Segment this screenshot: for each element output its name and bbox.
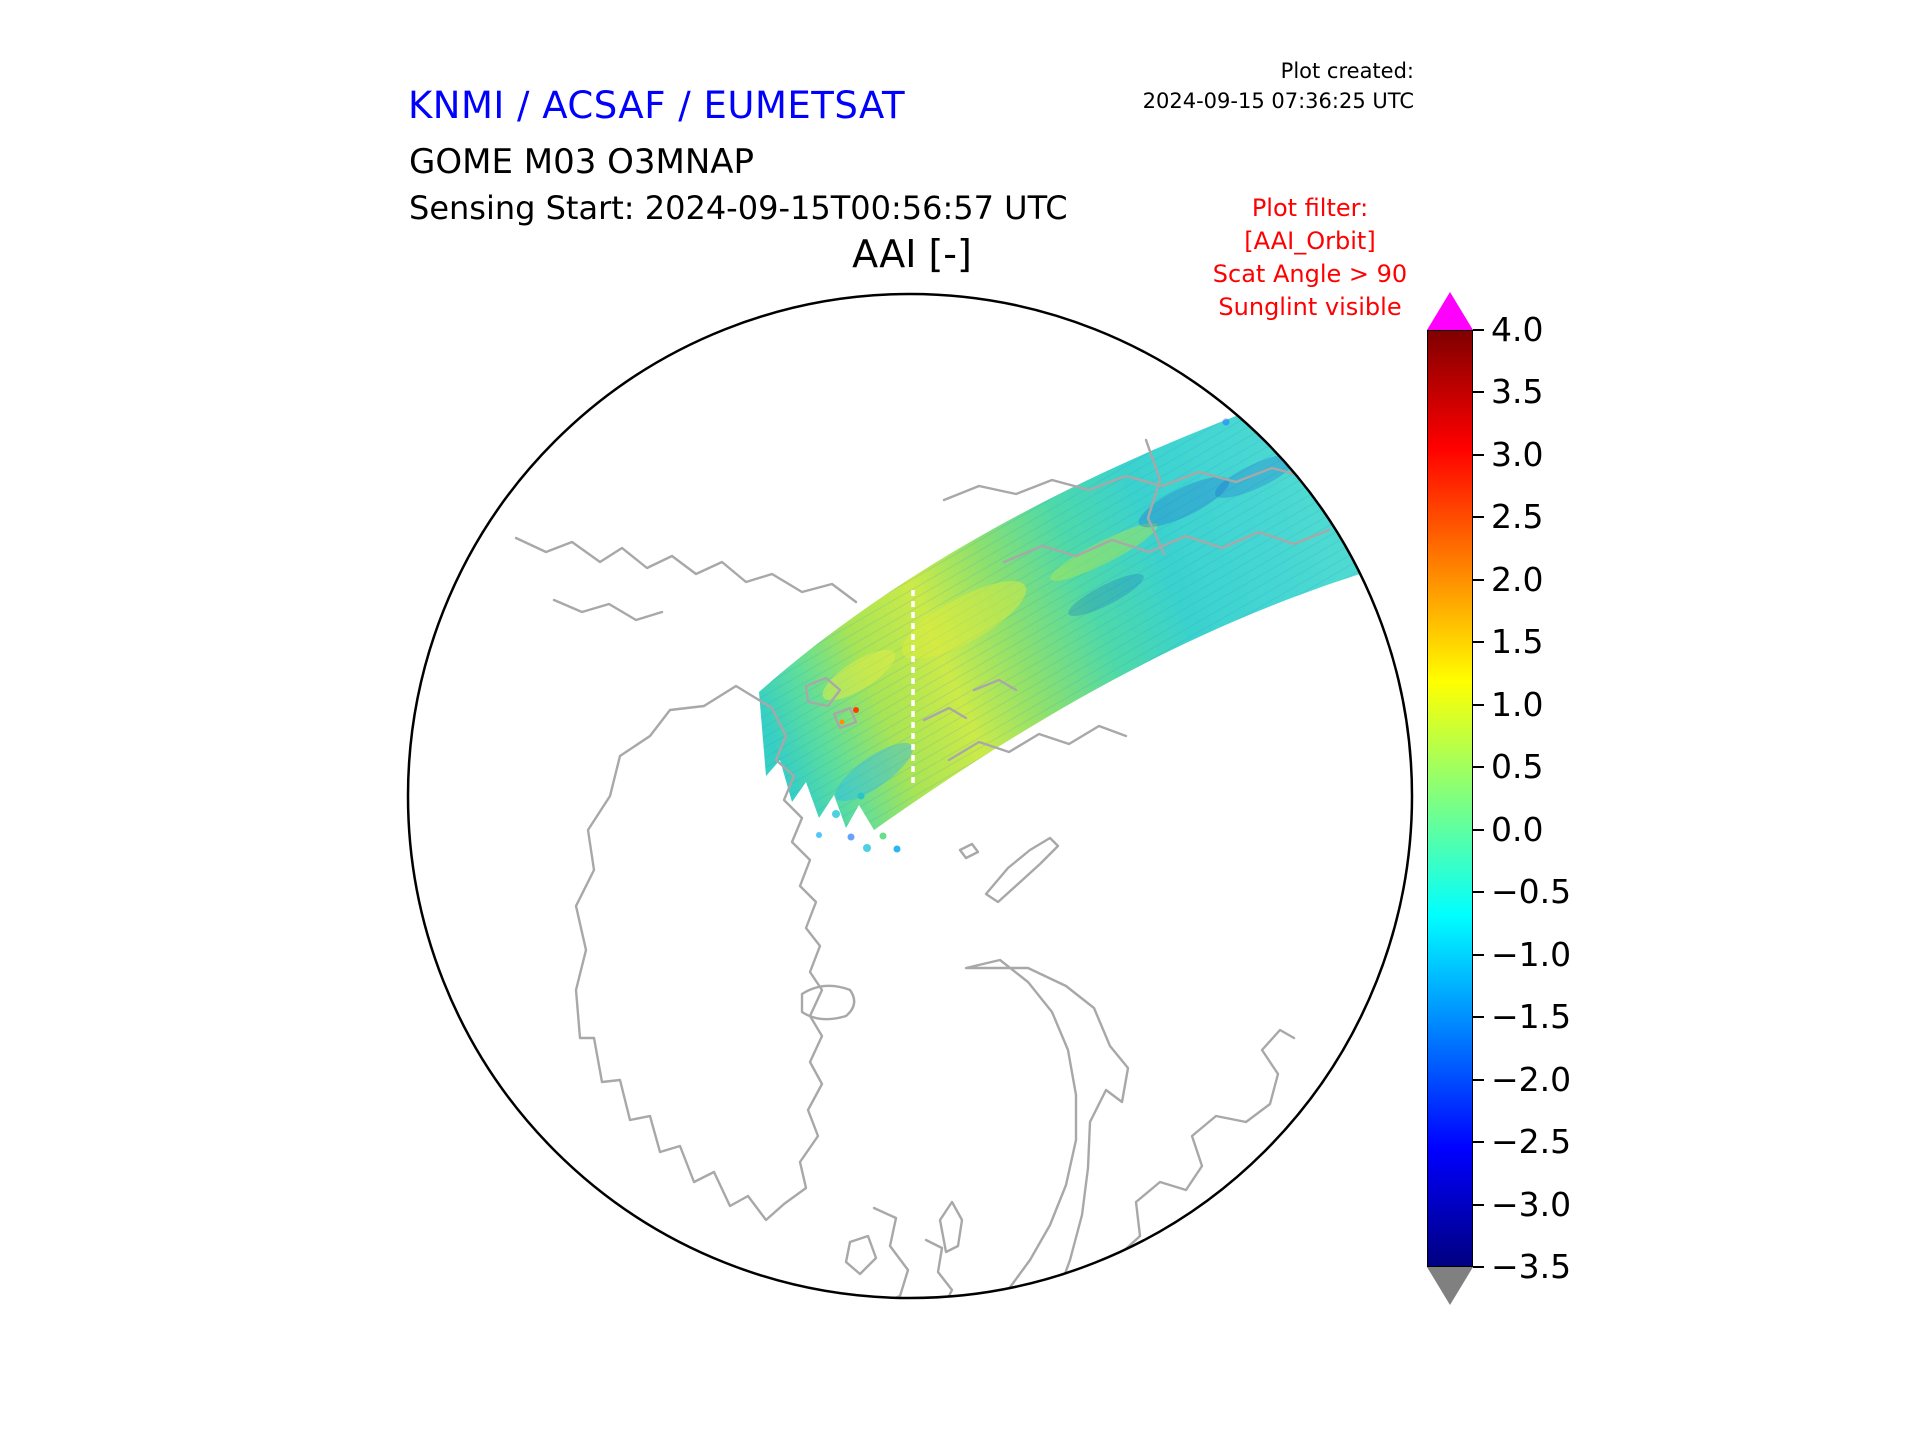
colorbar-tick: [1473, 1203, 1484, 1206]
colorbar-tick: [1473, 1078, 1484, 1081]
svalbard-coastline: [804, 676, 858, 730]
taymyr-coastline: [947, 724, 1128, 762]
colorbar-over-arrow: [1427, 292, 1473, 330]
chukotka-coastline: [942, 464, 1346, 502]
colorbar-tick-label: 1.5: [1491, 622, 1544, 662]
colorbar-tick: [1473, 1016, 1484, 1019]
colorbar-tick-label: −3.5: [1491, 1247, 1572, 1286]
scandinavia-coastline: [964, 958, 1130, 1298]
alaska-coastline: [1002, 528, 1331, 564]
bering-strait-coastline: [1144, 438, 1166, 556]
colorbar-tick-label: −2.5: [1491, 1122, 1572, 1162]
colorbar-tick-label: −0.5: [1491, 872, 1572, 912]
colorbar-tick: [1473, 641, 1484, 644]
colorbar-tick: [1473, 453, 1484, 456]
colorbar-bar: [1427, 330, 1473, 1267]
plot-created-label: Plot created:: [1280, 59, 1414, 83]
novaya-zemlya-coastline: [984, 836, 1060, 904]
sensing-start-line: Sensing Start: 2024-09-15T00:56:57 UTC: [409, 189, 1068, 227]
colorbar-tick-label: −1.0: [1491, 934, 1572, 974]
map-boundary-circle: [406, 292, 1414, 1300]
plot-created-block: Plot created: 2024-09-15 07:36:25 UTC: [1143, 56, 1414, 116]
colorbar-tick: [1473, 953, 1484, 956]
denmark-coastline: [938, 1200, 964, 1254]
britain-coastline: [872, 1206, 910, 1298]
siberia-coastline: [514, 536, 858, 604]
plot-created-timestamp: 2024-09-15 07:36:25 UTC: [1142, 89, 1414, 113]
colorbar-tick: [1473, 329, 1484, 331]
colorbar-tick-label: −2.0: [1491, 1059, 1572, 1099]
colorbar-tick-label: −1.5: [1491, 997, 1572, 1037]
severnaya-zemlya-coastline: [922, 678, 1018, 722]
italy-coastline: [924, 1238, 954, 1298]
swath-scanline-texture: [759, 385, 1389, 830]
organisation-title: KNMI / ACSAF / EUMETSAT: [408, 84, 906, 127]
colorbar-tick-label: 0.5: [1491, 747, 1544, 787]
colorbar-tick-label: 4.0: [1491, 310, 1544, 349]
filter-line: Sunglint visible: [1218, 293, 1402, 321]
colorbar-tick: [1473, 1266, 1484, 1268]
colorbar-tick: [1473, 891, 1484, 894]
map-title: AAI [-]: [852, 232, 972, 276]
plot-filter-block: Plot filter: [AAI_Orbit] Scat Angle > 90…: [1200, 192, 1420, 324]
colorbar-tick: [1473, 516, 1484, 519]
colorbar-tick-label: 0.0: [1491, 809, 1544, 849]
colorbar-tick: [1473, 703, 1484, 706]
colorbar-tick-label: 1.0: [1491, 684, 1544, 724]
colorbar-under-arrow: [1427, 1267, 1473, 1305]
franz-josef-coastline: [958, 842, 980, 860]
swath-edge-speckles: [816, 792, 901, 853]
kola-white-sea-coastline: [1102, 1028, 1296, 1298]
greenland-coastline: [574, 684, 824, 1222]
filter-line: Plot filter:: [1251, 194, 1369, 222]
filter-line: [AAI_Orbit]: [1244, 227, 1376, 255]
colorbar-tick-label: 2.0: [1491, 559, 1544, 599]
colorbar: 4.0 3.5 3.0 2.5 2.0 1.5 1.0 0.5 0.0 −0.5 −1.0 −1.5 −…: [1427, 292, 1727, 1312]
colorbar-tick: [1473, 828, 1484, 831]
map-content: [514, 385, 1389, 1298]
colorbar-tick-label: −3.0: [1491, 1184, 1572, 1224]
colorbar-tick: [1473, 766, 1484, 769]
filter-line: Scat Angle > 90: [1212, 260, 1408, 288]
aai-swath: [759, 385, 1389, 853]
colorbar-tick-label: 3.0: [1491, 434, 1544, 474]
polar-map: [406, 292, 1414, 1300]
colorbar-tick-label: 2.5: [1491, 497, 1544, 537]
colorbar-tick: [1473, 391, 1484, 394]
colorbar-tick: [1473, 578, 1484, 581]
swath-value-patches: [822, 418, 1298, 802]
colorbar-tick-label: 3.5: [1491, 372, 1544, 412]
product-title: GOME M03 O3MNAP: [409, 142, 755, 182]
ireland-coastline: [844, 1234, 878, 1276]
arctic-islands-coastline: [552, 598, 664, 622]
iceland-coastline: [800, 984, 856, 1021]
colorbar-tick: [1473, 1141, 1484, 1144]
coastlines: [514, 438, 1346, 1298]
